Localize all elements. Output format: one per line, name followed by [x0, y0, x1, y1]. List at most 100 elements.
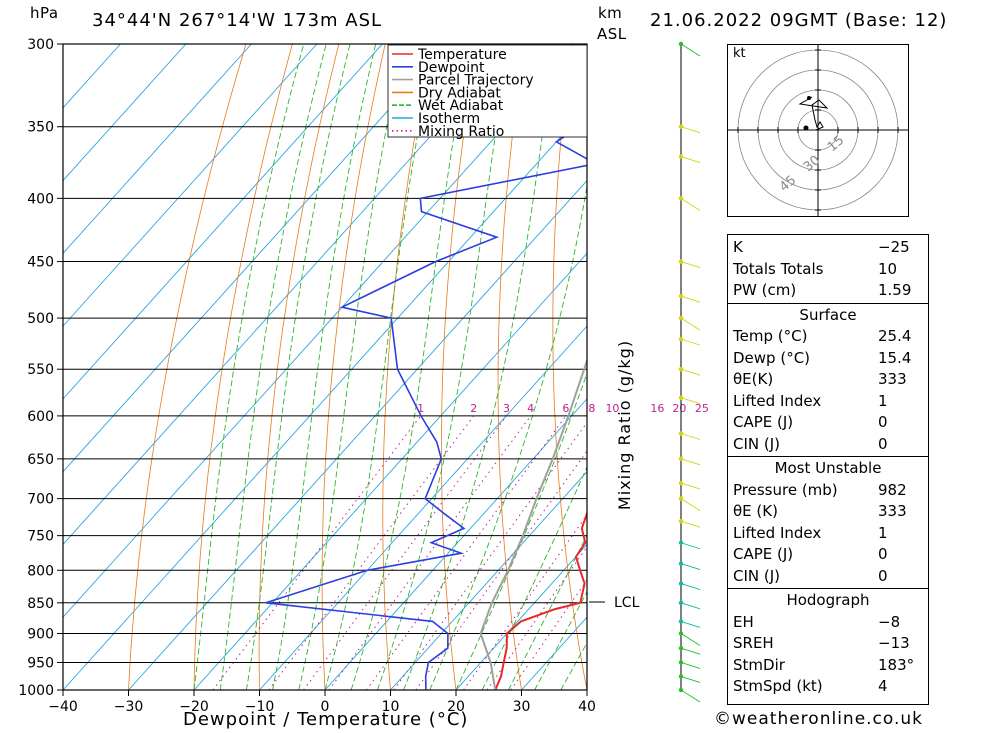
index-key: CIN (J) [733, 434, 781, 453]
isotherm-line [63, 44, 580, 618]
index-key: Totals Totals [733, 259, 824, 278]
x-tick-label: −10 [245, 699, 275, 715]
index-value: 1 [878, 523, 888, 542]
index-key: CIN (J) [733, 566, 781, 585]
wind-barb [680, 295, 701, 303]
hodograph-trace [798, 96, 829, 131]
x-tick-label: −20 [179, 699, 209, 715]
mixing-ratio-label: 6 [562, 402, 569, 415]
dry-adiabat-line [128, 44, 247, 690]
index-value: 183° [878, 655, 915, 674]
mixing-ratio-label: 10 [605, 402, 619, 415]
isotherm-line [63, 44, 318, 327]
mixing-ratio-line [463, 513, 587, 690]
index-value: 0 [878, 413, 888, 431]
wind-barb [680, 647, 701, 655]
wind-barb [680, 602, 701, 610]
index-key: CAPE (J) [733, 413, 794, 431]
wind-barb [680, 675, 701, 683]
isotherm-line [63, 44, 187, 182]
wind-barb [680, 520, 701, 528]
wet-adiabat-line [219, 44, 327, 690]
hodograph-ring-label: 15 [825, 133, 847, 155]
index-key: StmSpd (kt) [733, 677, 823, 695]
asl-unit: ASL [597, 25, 627, 43]
isotherm-line [63, 44, 514, 546]
wet-adiabat-line [481, 465, 587, 690]
wet-adiabat-line [350, 44, 471, 690]
index-row: PW (cm) 1.59 [733, 280, 918, 301]
hpa-unit: hPa [30, 4, 59, 22]
wind-barb [680, 156, 701, 163]
wind-level-dot [678, 480, 684, 486]
mixing-ratio-label: 4 [527, 402, 534, 415]
legend-entry: Wet Adiabat [418, 98, 504, 114]
y-tick-label: 850 [27, 596, 54, 612]
x-tick-label: 30 [513, 699, 531, 715]
index-value: −8 [878, 612, 901, 631]
wind-barb [680, 662, 701, 669]
y-tick-label: 600 [27, 409, 54, 425]
mixing-ratio-label: 1 [417, 402, 424, 415]
index-key: K [733, 238, 743, 256]
isotherm-line [455, 543, 587, 690]
isotherm-line [390, 470, 587, 690]
isotherm-line [193, 252, 587, 690]
hodograph-unit: kt [733, 46, 746, 61]
mixing-ratio-line [328, 415, 532, 690]
wind-barb [680, 498, 701, 512]
index-key: Temp (°C) [733, 327, 808, 345]
isotherm-line [63, 44, 449, 473]
x-tick-label: 40 [578, 699, 596, 715]
mixing-ratio-line [268, 415, 475, 690]
indices-panel: K −25 Totals Totals 10 PW (cm) 1.59 Surface Tem… [727, 234, 929, 705]
mixing-ratio-line [365, 415, 567, 690]
index-row: Pressure (mb) 982 [733, 480, 918, 501]
credit-label: ©weatheronline.co.uk [714, 709, 924, 729]
index-row: θE (K) 333 [733, 501, 918, 522]
index-row: θE(K) 333 [733, 369, 918, 390]
index-key: EH [733, 612, 754, 631]
mixing-ratio-labels: 1 2 3 4 6 8 10 16 20 25 [417, 402, 709, 415]
y-tick-label: 650 [27, 452, 54, 468]
isotherm-line [63, 44, 121, 109]
index-value: 0 [878, 566, 888, 585]
wind-barb [680, 542, 701, 550]
wind-barb [680, 620, 701, 628]
y-tick-label: 350 [27, 120, 54, 136]
index-key: CAPE (J) [733, 545, 794, 563]
mixing-ratio-label: 16 [650, 402, 664, 415]
wet-adiabat-line [534, 590, 587, 690]
section-title: Hodograph [786, 591, 870, 609]
wet-adiabat-line [376, 44, 511, 690]
y-tick-label: 400 [27, 191, 54, 207]
dry-adiabat-line [382, 44, 432, 690]
index-key: Pressure (mb) [733, 480, 838, 499]
wind-column [678, 41, 701, 703]
x-tick-label: −30 [114, 699, 144, 715]
wind-barb [680, 689, 701, 703]
x-tick-label: 0 [321, 699, 330, 715]
wind-barb [680, 317, 701, 331]
index-row: CIN (J) 0 [733, 434, 918, 455]
legend-entry: Parcel Trajectory [418, 73, 534, 89]
x-axis-label: Dewpoint / Temperature (°C) [183, 709, 469, 730]
isotherm-line [128, 179, 587, 690]
index-row: Lifted Index 1 [733, 523, 918, 544]
x-axis-ticks: −40 −30 −20 −10 0 10 20 30 40 [48, 690, 596, 715]
index-key: Lifted Index [733, 391, 822, 410]
index-row: Totals Totals 10 [733, 259, 918, 280]
wind-barb [680, 197, 701, 211]
location-title: 34°44'N 267°14'W 173m ASL [92, 10, 383, 31]
wind-barb [680, 368, 701, 376]
lcl-label: LCL [614, 595, 640, 611]
hodograph-ring-label: 30 [801, 153, 823, 175]
index-value: 982 [878, 480, 907, 499]
wet-adiabat-line [508, 534, 587, 690]
mixing-ratio-line [510, 579, 587, 690]
wind-barb [680, 43, 701, 57]
index-value: 4 [878, 677, 888, 695]
